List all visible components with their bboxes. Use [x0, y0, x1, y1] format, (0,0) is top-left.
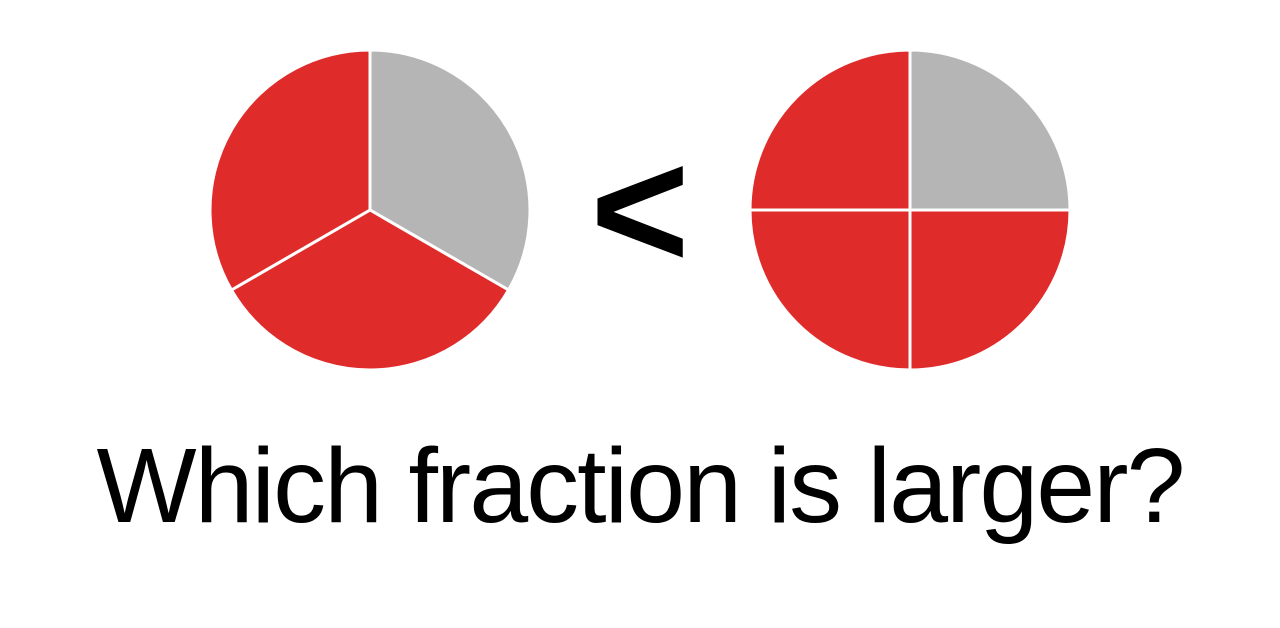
pie-slice — [750, 210, 910, 370]
pie-slice — [750, 50, 910, 210]
right-fraction-pie — [750, 50, 1070, 370]
charts-row: < — [0, 0, 1280, 370]
pie-slice — [910, 50, 1070, 210]
pie-slice — [910, 210, 1070, 370]
left-fraction-pie — [210, 50, 530, 370]
question-text: Which fraction is larger? — [0, 426, 1280, 547]
pie-chart-left — [210, 50, 530, 370]
comparison-symbol: < — [590, 125, 689, 295]
pie-chart-right — [750, 50, 1070, 370]
